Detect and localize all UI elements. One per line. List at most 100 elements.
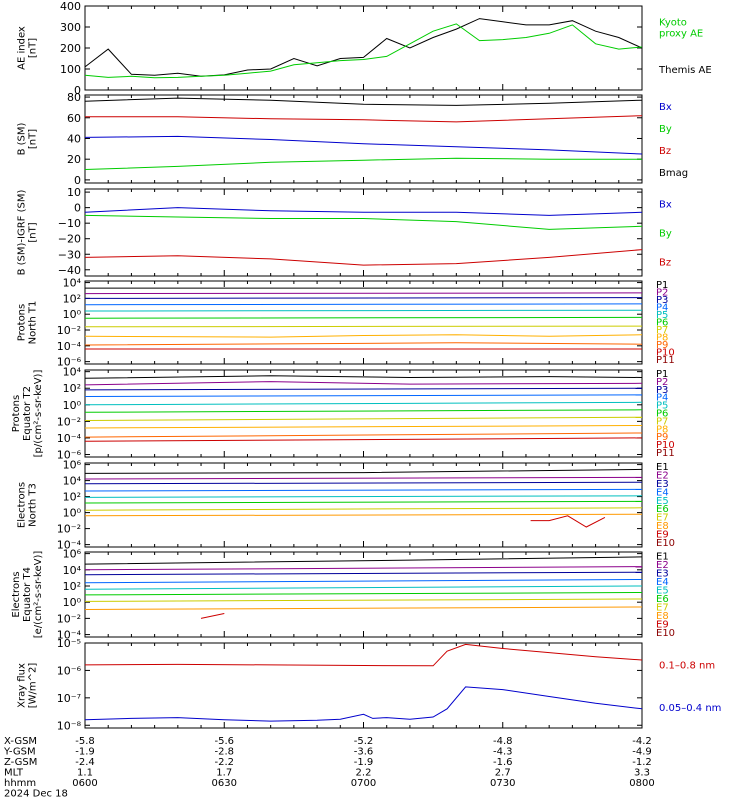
orbit-row-value: -5.6	[214, 736, 234, 747]
y-tick-label: 10⁻²	[57, 523, 81, 536]
series-line-kyoto-proxy-ae	[84, 23, 643, 79]
y-tick-label: 10⁻⁴	[57, 539, 82, 552]
series-line-e4	[84, 488, 643, 492]
legend-item: Kyoto	[659, 18, 687, 29]
legend-item: P1	[656, 280, 668, 291]
legend-item: P2	[656, 287, 668, 298]
legend-item: P7	[656, 325, 668, 336]
series-line-e6	[84, 500, 643, 504]
x-tick-label: 0700	[351, 778, 376, 789]
series-line-p2	[84, 292, 643, 295]
orbit-row-value: -4.9	[632, 747, 652, 758]
y-tick-label: 10⁰	[63, 507, 82, 520]
series-line-p6	[84, 316, 643, 319]
panel-bigrf: −40 −30 −20 −10 0 10 B (SM)-IGRF (SM) [nT] Bx By B…	[17, 186, 672, 277]
y-tick-label: 10⁻²	[57, 612, 81, 625]
panel-frame	[84, 462, 643, 548]
y-tick-label: 40	[67, 132, 81, 145]
y-axis-label: [nT]	[28, 222, 39, 242]
y-tick-label: 0	[74, 84, 81, 97]
series-line-by	[84, 214, 643, 230]
y-axis-label: Equator T2	[22, 386, 33, 441]
y-tick-label: 10⁰	[63, 596, 82, 609]
y-tick-label: 20	[67, 153, 81, 166]
legend-item: E3	[656, 568, 669, 579]
panel-frame	[84, 642, 643, 729]
series-line-p5	[84, 309, 643, 312]
series-line-bz	[84, 249, 643, 266]
y-axis-label: [p/(cm²-s-sr-keV)]	[33, 370, 44, 458]
series-line-p6	[84, 409, 643, 413]
series-line-e8	[84, 606, 643, 610]
series-line-e6	[84, 592, 643, 596]
y-tick-label: 10⁻²	[57, 415, 81, 428]
panel-e_equator: 10⁶ 10⁴ 10² 10⁰ 10⁻² 10⁻⁴ Electrons Equator T4[…	[11, 548, 675, 642]
legend-item: E6	[656, 594, 669, 605]
series-line-p7	[84, 416, 643, 421]
legend-item: Bz	[659, 146, 671, 157]
series-line-bx	[84, 135, 643, 155]
orbit-row-value: -2.4	[75, 757, 95, 768]
x-tick-label: 0800	[629, 778, 654, 789]
legend-item: Bx	[659, 200, 672, 211]
y-tick-label: 10⁻⁴	[57, 432, 82, 445]
series-line-e7	[84, 507, 643, 511]
legend-item: E10	[656, 538, 675, 549]
y-axis-label: Protons	[17, 304, 28, 341]
series-line-bx	[84, 207, 643, 216]
series-line-e9	[530, 515, 606, 528]
legend-item: P10	[656, 348, 675, 359]
y-tick-label: 10²	[63, 580, 81, 593]
y-tick-label: 10⁻⁴	[57, 629, 82, 642]
y-tick-label: 10⁻²	[57, 324, 81, 337]
series-line-e8	[84, 513, 643, 517]
orbit-row-label: MLT	[4, 768, 24, 779]
legend-item: E8	[656, 521, 669, 532]
y-tick-label: 10⁴	[63, 277, 82, 290]
legend-item: 0.05–0.4 nm	[659, 703, 721, 714]
panel-frame	[84, 188, 643, 277]
orbit-row-value: -2.8	[214, 747, 234, 758]
legend-item: E10	[656, 628, 675, 639]
y-tick-label: 10⁶	[63, 548, 82, 561]
y-tick-label: 10⁰	[63, 308, 82, 321]
legend-item: Bx	[659, 102, 672, 113]
y-tick-label: 10²	[63, 382, 81, 395]
series-line-by	[84, 157, 642, 170]
legend-item: By	[659, 124, 672, 135]
legend-item: P3	[656, 295, 668, 306]
legend-item: Bz	[659, 258, 671, 269]
y-axis-label: [W/m^2]	[28, 663, 39, 709]
y-axis-label: Equator T4	[22, 567, 33, 622]
y-axis-label: [nT]	[28, 38, 39, 58]
legend-item: 0.1–0.8 nm	[659, 660, 715, 671]
legend-item: E3	[656, 479, 669, 490]
series-line-p7	[84, 325, 643, 328]
legend-item: P5	[656, 401, 668, 412]
orbit-row-value: -4.2	[632, 736, 652, 747]
orbit-row-value: -1.2	[632, 757, 652, 768]
series-line-e1	[84, 468, 643, 474]
x-axis-footer: X-GSM -5.8 -5.6 -5.2 -4.8 -4.2 Y-GSM -1.9 -2.8 -3…	[3, 736, 655, 800]
legend-item: E1	[656, 551, 669, 562]
series-line-bmag	[84, 97, 643, 106]
y-tick-label: 10⁻⁴	[57, 340, 82, 353]
series-line-e2	[84, 476, 643, 480]
series-line-e1	[84, 556, 643, 565]
series-line-e2	[84, 566, 643, 571]
orbit-row-value: 2.2	[356, 768, 372, 779]
y-axis-label: AE index	[17, 26, 28, 70]
y-axis-label: [e/(cm²-s-sr-keV)]	[33, 551, 44, 639]
y-tick-label: 10⁴	[63, 475, 82, 488]
legend-item: P11	[656, 448, 675, 459]
legend-item: E5	[656, 496, 669, 507]
legend-item: E7	[656, 602, 669, 613]
y-axis-label: B (SM)-IGRF (SM)	[17, 190, 28, 276]
legend-item: E2	[656, 560, 669, 571]
legend-item: E4	[656, 577, 669, 588]
legend-item: P3	[656, 385, 668, 396]
series-line-p3	[84, 297, 643, 299]
time-unit-label: hhmm	[4, 778, 36, 789]
